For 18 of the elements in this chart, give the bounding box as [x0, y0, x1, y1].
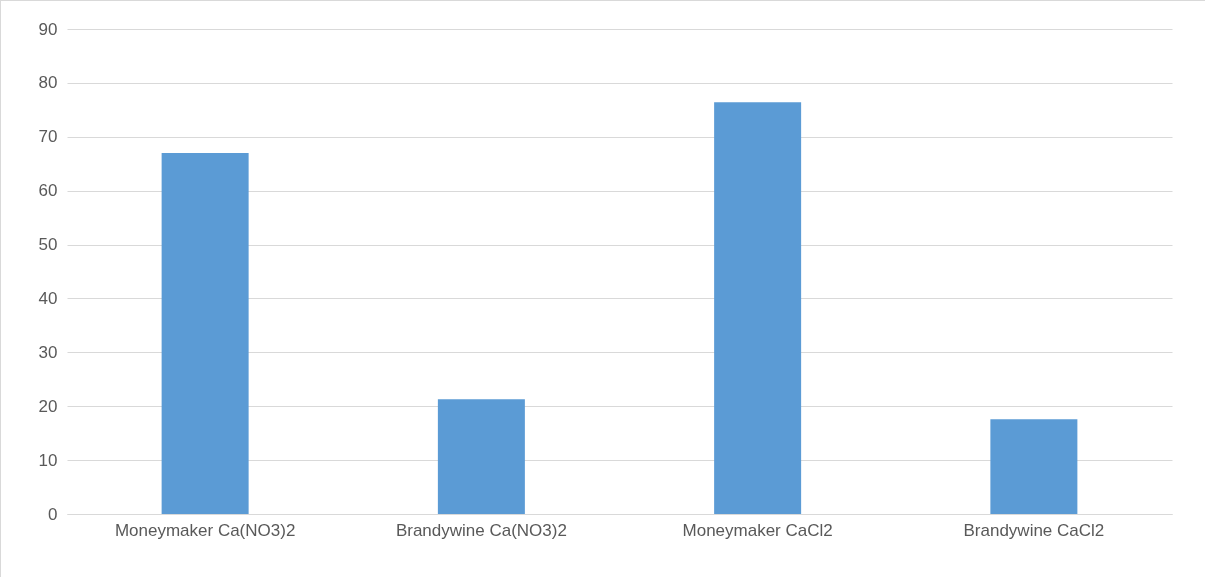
bar [714, 102, 802, 514]
y-tick-label: 20 [38, 396, 58, 416]
bar [990, 419, 1078, 514]
y-tick-label: 40 [38, 288, 58, 308]
bar [437, 399, 525, 514]
y-tick-label: 90 [38, 19, 58, 39]
y-tick-label: 50 [38, 235, 58, 255]
x-tick-label: Brandywine Ca(NO3)2 [395, 520, 567, 540]
x-tick-label: Moneymaker Ca(NO3)2 [114, 520, 296, 540]
y-tick-label: 60 [38, 181, 58, 201]
y-tick-label: 80 [38, 73, 58, 93]
x-tick-label: Brandywine CaCl2 [963, 520, 1105, 540]
x-tick-label: Moneymaker CaCl2 [682, 520, 833, 540]
y-tick-label: 10 [38, 450, 58, 470]
y-tick-label: 70 [38, 127, 58, 147]
bar [161, 152, 249, 514]
y-tick-label: 30 [38, 342, 58, 362]
y-tick-label: 0 [48, 504, 58, 524]
